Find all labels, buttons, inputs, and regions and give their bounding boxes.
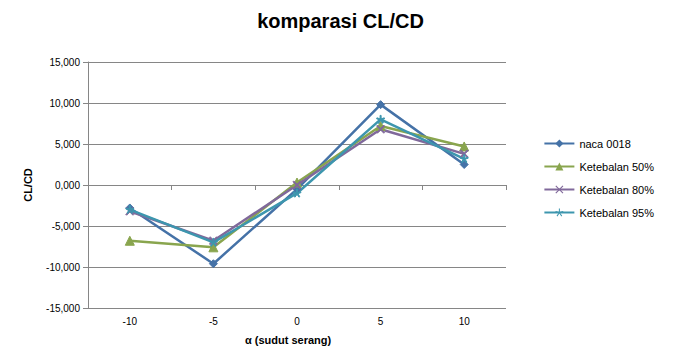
svg-text:0,000: 0,000 — [55, 180, 80, 191]
svg-text:naca 0018: naca 0018 — [579, 138, 630, 150]
svg-text:Ketebalan 80%: Ketebalan 80% — [579, 184, 654, 196]
svg-text:10,000: 10,000 — [49, 98, 80, 109]
svg-text:-10,000: -10,000 — [46, 262, 80, 273]
svg-text:Ketebalan 50%: Ketebalan 50% — [579, 161, 654, 173]
svg-text:5: 5 — [378, 316, 384, 327]
svg-text:Ketebalan 95%: Ketebalan 95% — [579, 207, 654, 219]
svg-text:15,000: 15,000 — [49, 57, 80, 68]
svg-text:-5: -5 — [209, 316, 218, 327]
svg-text:5,000: 5,000 — [55, 139, 80, 150]
svg-text:-10: -10 — [123, 316, 138, 327]
svg-text:-15,000: -15,000 — [46, 303, 80, 314]
svg-text:CL/CD: CL/CD — [22, 168, 34, 202]
svg-text:-5,000: -5,000 — [52, 221, 81, 232]
svg-text:α (sudut serang): α (sudut serang) — [245, 334, 332, 346]
svg-text:0: 0 — [294, 316, 300, 327]
svg-text:10: 10 — [459, 316, 471, 327]
svg-text:komparasi CL/CD: komparasi CL/CD — [257, 10, 424, 32]
